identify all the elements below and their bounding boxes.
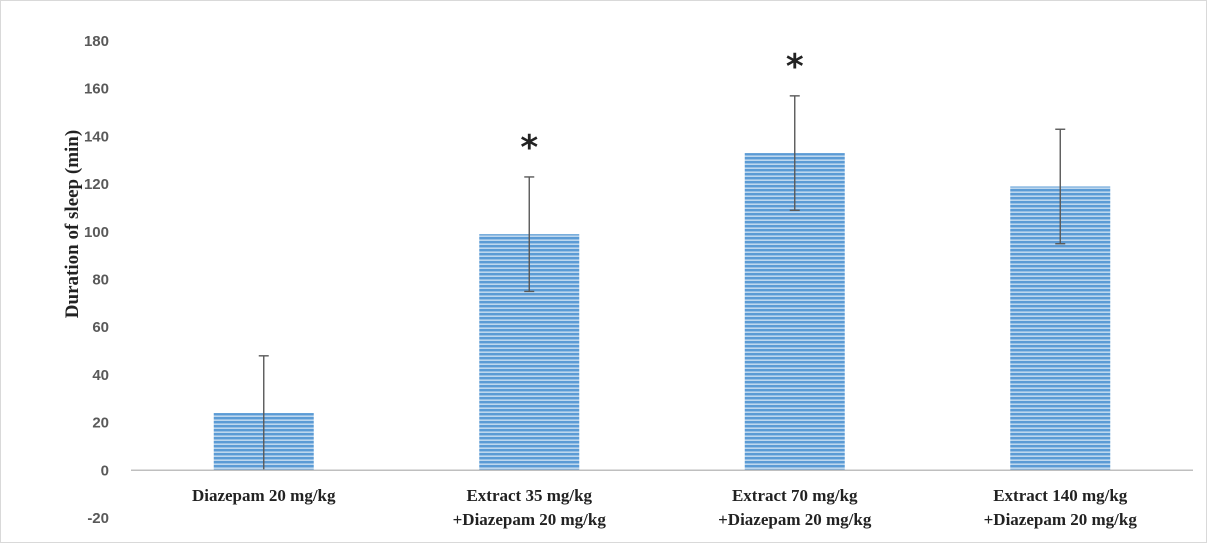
x-category-label: +Diazepam 20 mg/kg — [984, 510, 1138, 529]
error-bar — [789, 95, 800, 212]
x-axis-category-labels: Diazepam 20 mg/kg Extract 35 mg/kg +Diazep… — [192, 486, 1137, 529]
y-tick-label: 40 — [92, 367, 109, 384]
y-tick-label: 180 — [84, 33, 109, 50]
y-tick-label: 80 — [92, 272, 109, 289]
x-category-label: Extract 35 mg/kg — [466, 486, 592, 505]
error-bar — [524, 176, 535, 293]
x-category-label: Extract 70 mg/kg — [732, 486, 858, 505]
x-category-label: +Diazepam 20 mg/kg — [453, 510, 607, 529]
y-tick-label: -20 — [87, 510, 109, 527]
y-axis-ticks: -20 0 20 40 60 80 100 120 140 160 180 — [84, 33, 109, 527]
y-tick-label: 20 — [92, 415, 109, 432]
significance-star: * — [520, 128, 538, 168]
significance-star: * — [786, 47, 804, 87]
bars — [213, 153, 1111, 471]
x-category-label: Diazepam 20 mg/kg — [192, 486, 336, 505]
y-tick-label: 160 — [84, 81, 109, 98]
y-tick-label: 60 — [92, 319, 109, 336]
significance-markers: ** — [520, 47, 804, 168]
x-category-label: Extract 140 mg/kg — [993, 486, 1128, 505]
y-axis-label: Duration of sleep (min) — [62, 130, 83, 318]
error-bars — [258, 95, 1066, 471]
y-tick-label: 100 — [84, 224, 109, 241]
y-tick-label: 0 — [101, 462, 109, 479]
y-tick-label: 120 — [84, 176, 109, 193]
error-bar — [1055, 128, 1066, 245]
y-tick-label: 140 — [84, 128, 109, 145]
x-category-label: +Diazepam 20 mg/kg — [718, 510, 872, 529]
